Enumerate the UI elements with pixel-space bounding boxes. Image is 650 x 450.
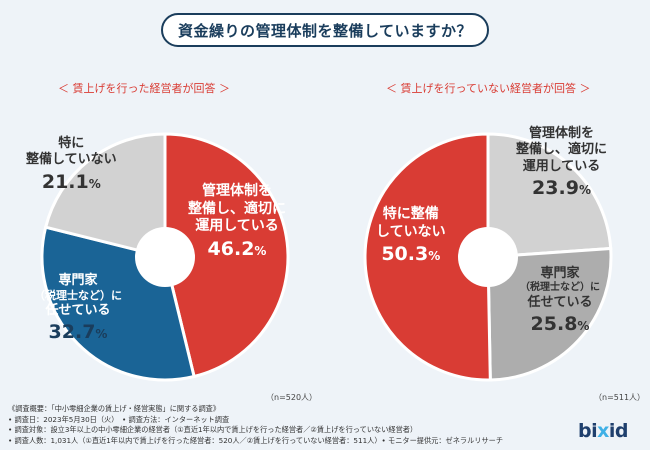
slice-label-line: していない xyxy=(376,223,446,240)
slice-label-line: 専門家 xyxy=(58,273,98,288)
slice-label-line: 整備していない xyxy=(26,152,117,168)
slice-label-line: 特に整備 xyxy=(382,206,439,222)
slice-value: 25.8% xyxy=(530,313,590,335)
slice-value: 50.3% xyxy=(381,243,441,265)
bixid-logo: bixid xyxy=(578,420,629,442)
slice-label-line: 整備し、適切に xyxy=(516,142,608,158)
slice-label-line: 特に xyxy=(58,136,85,151)
slice-label-line: 任せている xyxy=(45,303,111,318)
slice-label-line: （税理士など）に xyxy=(34,289,122,303)
slice-value: 32.7% xyxy=(48,321,108,344)
chart-1-subtitle: ＜ 賃上げを行った経営者が回答 ＞ xyxy=(58,82,230,95)
footnote-line: • 調査対象：設立3年以上の中小零細企業の経営者（①直近1年以内で賃上げを行った… xyxy=(8,425,418,435)
chart-2-slice-label-none: 特に整備 していない 50.3% xyxy=(376,206,446,267)
pie-slice xyxy=(486,246,613,382)
pie-slice xyxy=(163,132,290,379)
donut-hole xyxy=(135,227,195,287)
slice-label-line: 任せている xyxy=(527,294,593,310)
chart-2-slice-label-managed: 管理体制を 整備し、適切に 運用している 23.9% xyxy=(516,126,607,201)
chart-1-slice-label-expert: 専門家 （税理士など）に 任せている 32.7% xyxy=(34,273,122,345)
chart-2-subtitle: ＜ 賃上げを行っていない経営者が回答 ＞ xyxy=(386,82,591,95)
slice-label-line: 管理体制を xyxy=(529,126,595,141)
page-title: 資金繰りの管理体制を整備していますか？ xyxy=(161,13,489,47)
pie-slice xyxy=(486,132,613,259)
pie-chart-1 xyxy=(40,132,290,382)
chart-1-sample-size: （n=520人） xyxy=(266,393,318,402)
slice-value: 46.2% xyxy=(207,237,267,260)
slice-value: 23.9% xyxy=(532,176,591,199)
donut-hole xyxy=(458,227,518,287)
footnote-line: • 調査人数：1,031人（①直近1年以内で賃上げを行った経営者：520人／②賃… xyxy=(8,435,504,445)
chart-1-slice-label-managed: 管理体制を 整備し、適切に 運用している 46.2% xyxy=(188,183,286,261)
chart-1-slice-label-none: 特に 整備していない 21.1% xyxy=(26,136,117,194)
slice-label-line: 管理体制を xyxy=(202,183,272,199)
slice-label-line: （税理士など）に xyxy=(520,282,600,294)
chart-2-slice-label-expert: 専門家 （税理士など）に 任せている 25.8% xyxy=(520,266,600,337)
survey-footnote: 《調査概要：「中小零細企業の賃上げ・経営実態」に関する調査》 • 調査日：202… xyxy=(8,404,548,446)
slice-label-line: 整備し、適切に xyxy=(188,200,286,217)
slice-label-line: 運用している xyxy=(522,158,601,174)
pie-slice xyxy=(363,132,492,382)
chart-2-sample-size: （n=511人） xyxy=(594,393,646,402)
footnote-line: • 調査日：2023年5月30日（火） • 調査方法：インターネット調査 xyxy=(8,414,230,424)
slice-label-line: 運用している xyxy=(195,218,279,234)
slice-value: 21.1% xyxy=(41,170,101,193)
footnote-line: 《調査概要：「中小零細企業の賃上げ・経営実態」に関する調査》 xyxy=(8,404,221,413)
pie-chart-2 xyxy=(363,132,613,382)
slice-label-line: 専門家 xyxy=(540,266,580,281)
pie-slice xyxy=(43,132,167,259)
